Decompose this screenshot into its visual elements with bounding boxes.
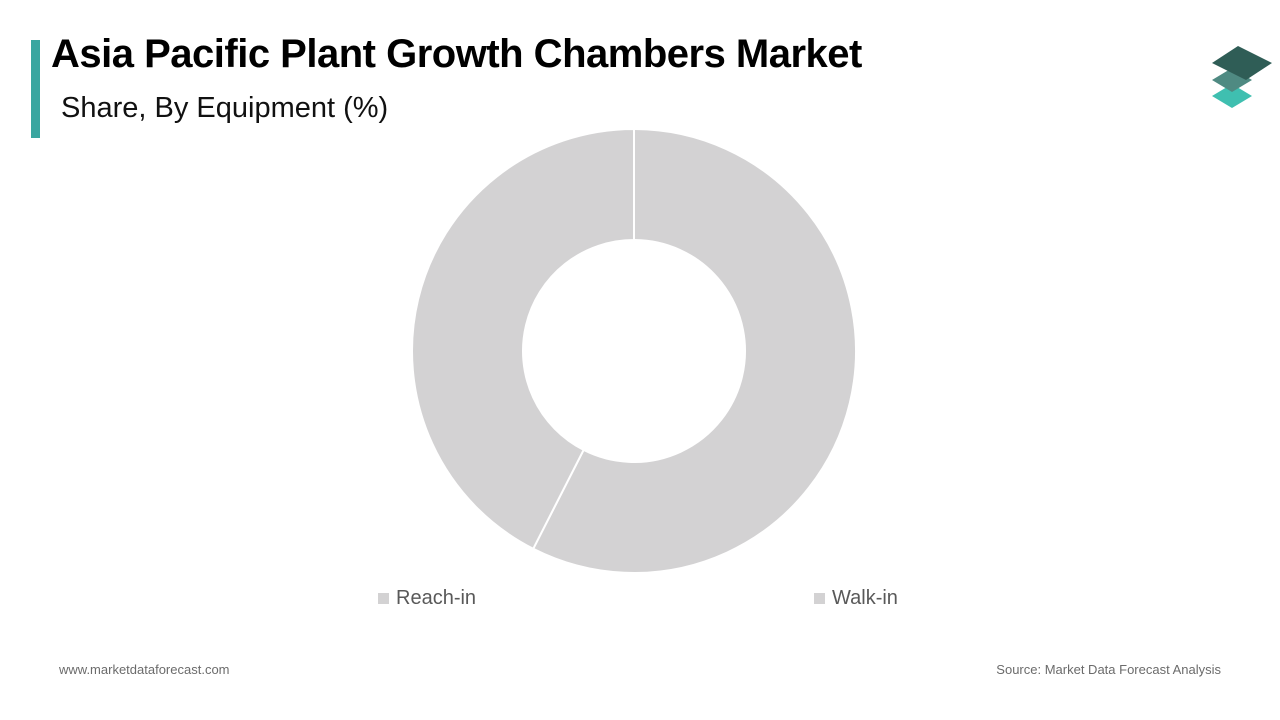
page-subtitle: Share, By Equipment (%)	[61, 92, 389, 124]
donut-slices	[411, 127, 857, 574]
title-accent-bar	[31, 40, 40, 138]
page-title: Asia Pacific Plant Growth Chambers Marke…	[51, 32, 862, 76]
legend-swatch-walk-in	[814, 593, 825, 604]
donut-slice-walk-in	[531, 127, 857, 574]
legend-item-walk-in: Walk-in	[814, 587, 898, 610]
footer-source: Source: Market Data Forecast Analysis	[996, 662, 1221, 677]
stacked-layers-logo-icon	[1212, 46, 1272, 108]
footer-website[interactable]: www.marketdataforecast.com	[59, 662, 230, 677]
legend-label-walk-in: Walk-in	[832, 587, 898, 609]
legend-swatch-reach-in	[378, 593, 389, 604]
logo-layer-bottom	[1212, 84, 1252, 108]
logo-layer-top	[1212, 46, 1272, 80]
donut-slice-reach-in	[411, 127, 635, 551]
legend-label-reach-in: Reach-in	[396, 587, 477, 609]
legend-item-reach-in: Reach-in	[378, 587, 476, 610]
